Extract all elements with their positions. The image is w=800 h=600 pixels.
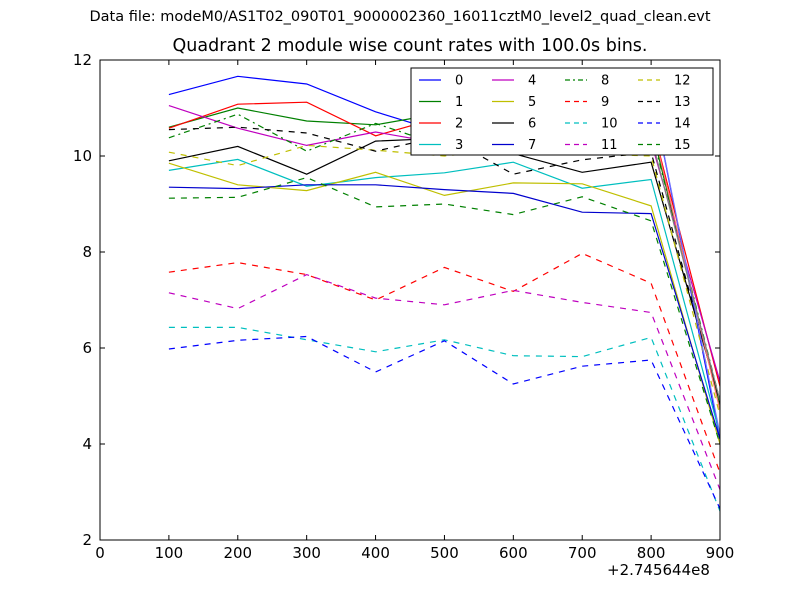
legend-label-5: 5 xyxy=(528,95,536,110)
legend-label-12: 12 xyxy=(674,74,691,89)
y-tick-label: 8 xyxy=(82,243,92,261)
series-line-14 xyxy=(168,335,720,510)
chart-title: Quadrant 2 module wise count rates with … xyxy=(172,36,648,56)
x-tick-label: 200 xyxy=(223,544,252,562)
series-line-6 xyxy=(168,137,720,401)
series-line-15 xyxy=(168,176,720,445)
x-tick-label: 500 xyxy=(430,544,459,562)
x-tick-label: 600 xyxy=(499,544,528,562)
x-tick-label: 300 xyxy=(292,544,321,562)
series-line-12 xyxy=(168,144,720,416)
legend-box xyxy=(410,67,714,156)
legend-label-0: 0 xyxy=(455,74,463,89)
legend-label-13: 13 xyxy=(674,95,691,110)
legend-label-15: 15 xyxy=(674,138,691,153)
series-line-11 xyxy=(168,273,720,490)
series-line-extra-18 xyxy=(444,125,720,401)
legend-label-11: 11 xyxy=(601,138,618,153)
legend-label-6: 6 xyxy=(528,117,536,132)
y-tick-label: 12 xyxy=(73,51,92,69)
x-axis-offset-label: +2.745644e8 xyxy=(607,561,710,579)
y-tick-label: 2 xyxy=(82,531,92,549)
x-tick-label: 700 xyxy=(568,544,597,562)
legend-label-1: 1 xyxy=(455,95,463,110)
y-tick-label: 6 xyxy=(82,339,92,357)
x-tick-label: 900 xyxy=(706,544,735,562)
x-tick-label: 0 xyxy=(95,544,105,562)
series-line-10 xyxy=(168,326,720,512)
x-tick-label: 800 xyxy=(637,544,666,562)
figure-suptitle: Data file: modeM0/AS1T02_090T01_90000023… xyxy=(89,9,711,25)
legend-label-3: 3 xyxy=(455,138,463,153)
legend-label-8: 8 xyxy=(601,74,609,89)
x-tick-label: 400 xyxy=(361,544,390,562)
legend-label-2: 2 xyxy=(455,117,463,132)
legend-label-4: 4 xyxy=(528,74,536,89)
plot-frame xyxy=(99,59,721,541)
legend-label-14: 14 xyxy=(674,117,691,132)
legend-label-7: 7 xyxy=(528,138,536,153)
legend-label-9: 9 xyxy=(601,95,609,110)
legend-label-10: 10 xyxy=(601,117,618,132)
series-line-8 xyxy=(168,113,720,401)
series-line-3 xyxy=(168,158,720,435)
series-line-13 xyxy=(168,126,720,404)
series-line-9 xyxy=(168,252,720,474)
series-line-7 xyxy=(168,184,720,440)
y-tick-label: 4 xyxy=(82,435,92,453)
x-tick-label: 100 xyxy=(155,544,184,562)
y-tick-label: 10 xyxy=(73,147,92,165)
series-line-5 xyxy=(168,162,720,445)
